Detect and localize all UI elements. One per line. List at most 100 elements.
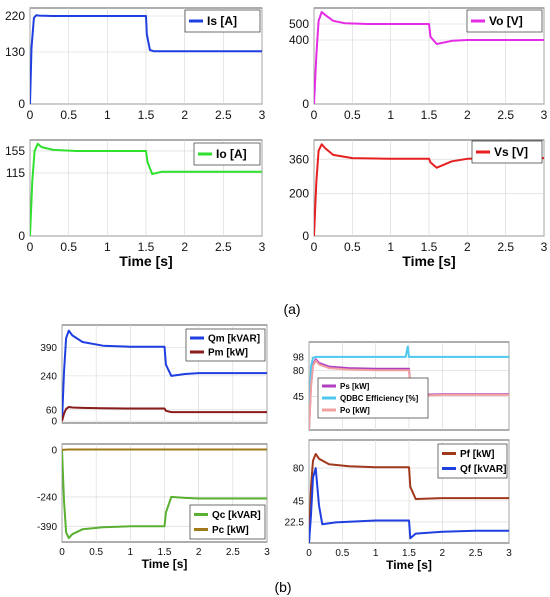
legend-entry: Pm [kW] [208, 348, 248, 359]
x-tick-label: 0 [311, 240, 318, 254]
y-tick-label: 0 [18, 229, 25, 243]
x-tick-label: 3 [541, 240, 548, 254]
legend-entry: Qc [kVAR] [212, 510, 261, 521]
x-tick-label: 0.5 [344, 108, 361, 122]
caption-b: (b) [274, 579, 291, 595]
x-tick-label: 2 [196, 547, 202, 558]
x-tick-label: 0 [27, 240, 34, 254]
legend [466, 9, 543, 33]
x-tick-label: 2 [440, 548, 446, 559]
legend [189, 504, 266, 540]
y-tick-label: 0 [51, 417, 57, 428]
y-tick-label: 0 [18, 97, 25, 111]
x-tick-label: 2 [464, 240, 471, 254]
chart-panel-1: 0 130 220 0 0.5 1 1.5 2 2.5 3 Is [A] [5, 7, 266, 122]
x-tick-label: 1.5 [138, 240, 155, 254]
x-tick-label: 2.5 [226, 547, 240, 558]
legend [193, 142, 261, 166]
y-tick-label: 130 [5, 45, 25, 59]
y-tick-label: 0 [302, 97, 309, 111]
legend-entry: Qf [kVAR] [460, 464, 506, 475]
x-tick-label: 2.5 [469, 548, 483, 559]
series-line-1 [30, 142, 262, 236]
chart-panel-4: 0 200 360 0 0.5 1 1.5 2 2.5 3 Time [s] Vs [V] [289, 139, 548, 269]
x-tick-label: 1 [104, 108, 111, 122]
x-axis-label: Time [s] [402, 253, 455, 269]
series-line-2 [309, 345, 509, 430]
series-line-2 [309, 467, 509, 543]
x-tick-label: 2.5 [215, 108, 232, 122]
series-line-2 [62, 406, 267, 422]
x-tick-label: 0.5 [344, 240, 361, 254]
y-tick-label: -390 [37, 522, 57, 533]
x-tick-label: 2 [181, 240, 188, 254]
legend-entry: Io [A] [216, 147, 247, 161]
x-tick-label: 1 [387, 108, 394, 122]
legend [317, 377, 429, 419]
x-axis-label: Time [s] [386, 558, 432, 572]
y-tick-label: 240 [40, 371, 57, 382]
x-axis-label: Time [s] [142, 557, 188, 571]
legend-entry: Is [A] [207, 14, 237, 28]
y-tick-label: -240 [37, 492, 57, 503]
series-line-1 [30, 14, 262, 104]
series-line-1 [314, 143, 544, 236]
legend [437, 443, 508, 479]
x-tick-label: 1.5 [402, 548, 416, 559]
x-tick-label: 0.5 [60, 240, 77, 254]
x-axis-label: Time [s] [119, 253, 172, 269]
x-tick-label: 1 [128, 547, 134, 558]
y-tick-label: 80 [293, 366, 305, 377]
chart-panel-2: 0 400 500 0 0.5 1 1.5 2 2.5 3 Vo [V] [289, 7, 548, 122]
y-tick-label: 45 [293, 392, 305, 403]
chart-panel-6: 45 80 98 Ps [kW] QDBC Efficiency [%] Po [kW] [293, 341, 510, 431]
x-tick-label: 0 [27, 108, 34, 122]
x-tick-label: 2 [181, 108, 188, 122]
x-tick-label: 0 [311, 108, 318, 122]
y-tick-label: 98 [293, 352, 305, 363]
series-line-3 [309, 359, 509, 430]
x-tick-label: 3 [259, 240, 266, 254]
x-tick-label: 3 [506, 548, 512, 559]
caption-a: (a) [283, 301, 300, 317]
y-tick-label: 200 [289, 187, 309, 201]
x-tick-label: 0.5 [60, 108, 77, 122]
x-tick-label: 3 [264, 547, 270, 558]
x-tick-label: 1.5 [158, 547, 172, 558]
legend-entry: Qm [kVAR] [208, 334, 260, 345]
legend-entry: Po [kW] [340, 406, 370, 415]
legend [185, 328, 266, 362]
x-tick-label: 0 [59, 547, 65, 558]
x-tick-label: 1.5 [421, 108, 438, 122]
chart-panel-5: 060 240 390 Qm [kVAR] Pm [kW] [40, 324, 268, 428]
y-tick-label: 390 [40, 343, 57, 354]
legend-entry: Vo [V] [489, 14, 523, 28]
x-tick-label: 2.5 [497, 240, 514, 254]
legend-entry: Vs [V] [494, 145, 528, 159]
y-tick-label: 500 [289, 17, 309, 31]
x-tick-label: 0 [306, 548, 312, 559]
chart-panel-7: 0 -240 -390 0 0.5 1 1.5 2 2.5 3 Time [s] Qc [kVAR] P… [37, 443, 270, 571]
y-tick-label: 22.5 [285, 517, 305, 528]
y-tick-label: 360 [289, 152, 309, 166]
series-line-1 [62, 449, 267, 540]
y-tick-label: 45 [293, 496, 305, 507]
series-line-1 [62, 329, 267, 422]
x-tick-label: 3 [259, 108, 266, 122]
y-tick-label: 155 [5, 144, 25, 158]
chart-panel-3: 0 115 155 0 0.5 1 1.5 2 2.5 3 Time [s] Io [A] [5, 139, 266, 269]
y-tick-label: 0 [302, 229, 309, 243]
legend [471, 140, 543, 164]
legend-entry: Pf [kW] [460, 449, 494, 460]
y-tick-label: 400 [289, 33, 309, 47]
x-tick-label: 2 [464, 108, 471, 122]
legend [184, 9, 261, 33]
series-line-1 [314, 11, 544, 104]
x-tick-label: 2.5 [497, 108, 514, 122]
x-tick-label: 1.5 [421, 240, 438, 254]
y-tick-label: 115 [6, 166, 25, 180]
series-line-1 [309, 453, 509, 543]
x-tick-label: 1 [373, 548, 379, 559]
